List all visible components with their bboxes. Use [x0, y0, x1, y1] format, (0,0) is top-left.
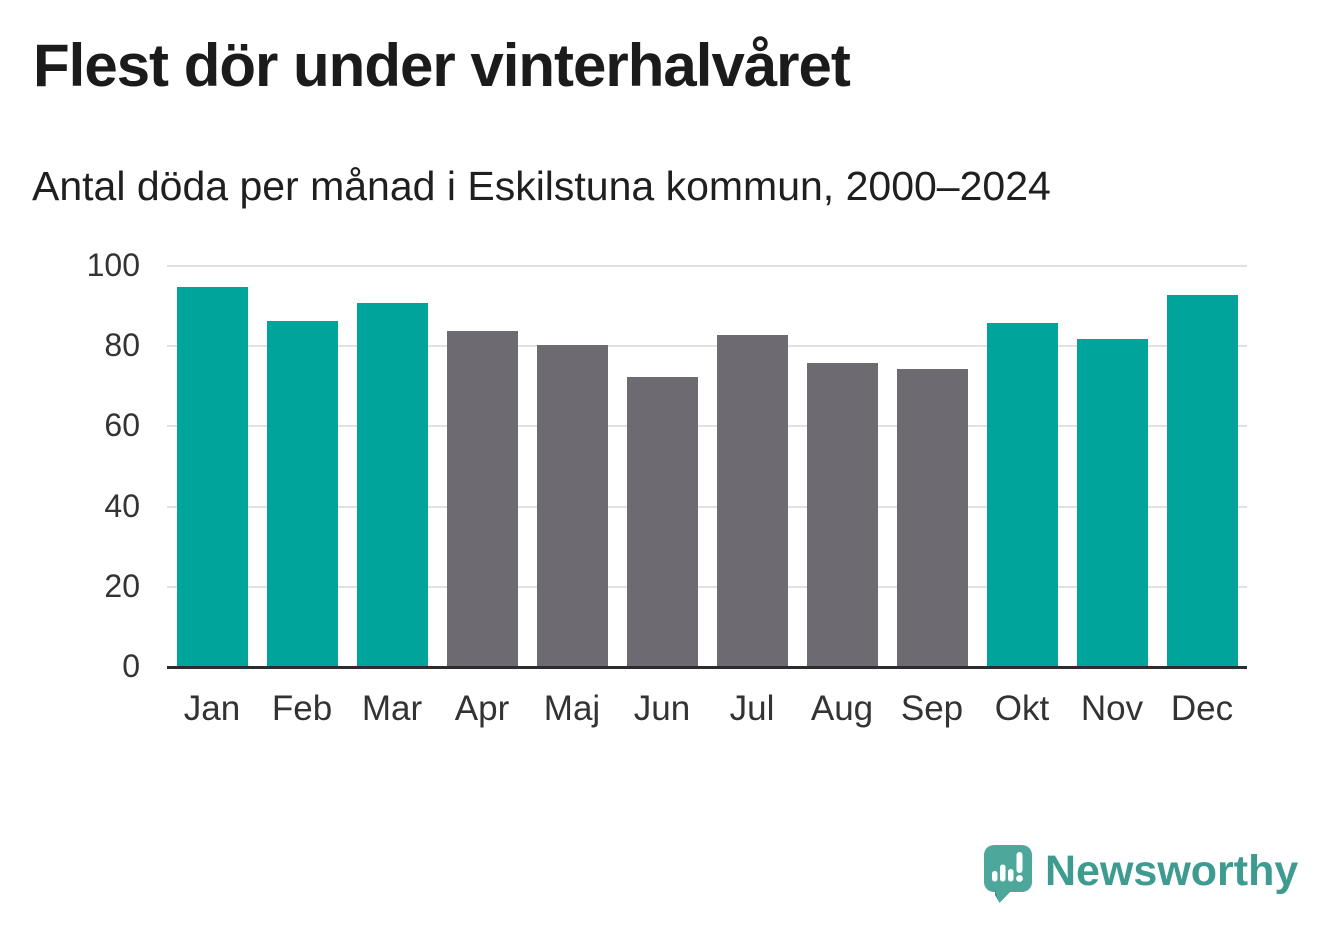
bar-aug	[806, 363, 878, 666]
chart-title: Flest dör under vinterhalvåret	[33, 32, 851, 99]
x-tick-label-maj: Maj	[543, 689, 601, 728]
bar-nov	[1076, 339, 1148, 666]
x-tick-label-jul: Jul	[729, 689, 775, 728]
newsworthy-branding: Newsworthy	[984, 845, 1298, 903]
x-tick-label-jan: Jan	[183, 689, 241, 728]
x-tick-label-sep: Sep	[900, 689, 964, 728]
bar-mar	[356, 303, 428, 666]
bar-sep	[896, 369, 968, 666]
x-tick-label-okt: Okt	[994, 689, 1050, 728]
bar-maj	[536, 345, 608, 666]
plot-area	[167, 265, 1247, 669]
newsworthy-logo-text: Newsworthy	[1045, 846, 1299, 895]
bar-jan	[176, 287, 248, 666]
x-tick-label-feb: Feb	[271, 689, 333, 728]
y-tick-label-80: 80	[104, 327, 140, 364]
x-tick-label-mar: Mar	[361, 689, 423, 728]
bar-jul	[716, 335, 788, 666]
newsworthy-logo-icon	[984, 845, 1032, 903]
x-tick-label-jun: Jun	[633, 689, 691, 728]
bar-jun	[626, 377, 698, 666]
y-tick-label-60: 60	[104, 407, 140, 444]
y-tick-label-20: 20	[104, 567, 140, 604]
x-tick-label-dec: Dec	[1170, 689, 1234, 728]
gridline-40	[167, 505, 1247, 508]
y-tick-label-100: 100	[86, 247, 140, 283]
x-tick-label-apr: Apr	[454, 689, 510, 728]
chart-subtitle: Antal döda per månad i Eskilstuna kommun…	[32, 163, 1051, 209]
gridline-20	[167, 585, 1247, 588]
x-tick-label-nov: Nov	[1080, 689, 1144, 728]
gridline-100	[167, 265, 1247, 267]
bar-okt	[986, 323, 1058, 666]
y-tick-label-40: 40	[104, 487, 140, 524]
bar-feb	[266, 321, 338, 666]
gridline-60	[167, 425, 1247, 428]
bar-apr	[446, 331, 518, 666]
x-tick-label-aug: Aug	[810, 689, 874, 728]
bar-dec	[1166, 295, 1238, 666]
gridline-80	[167, 345, 1247, 348]
y-tick-label-0: 0	[122, 648, 140, 684]
